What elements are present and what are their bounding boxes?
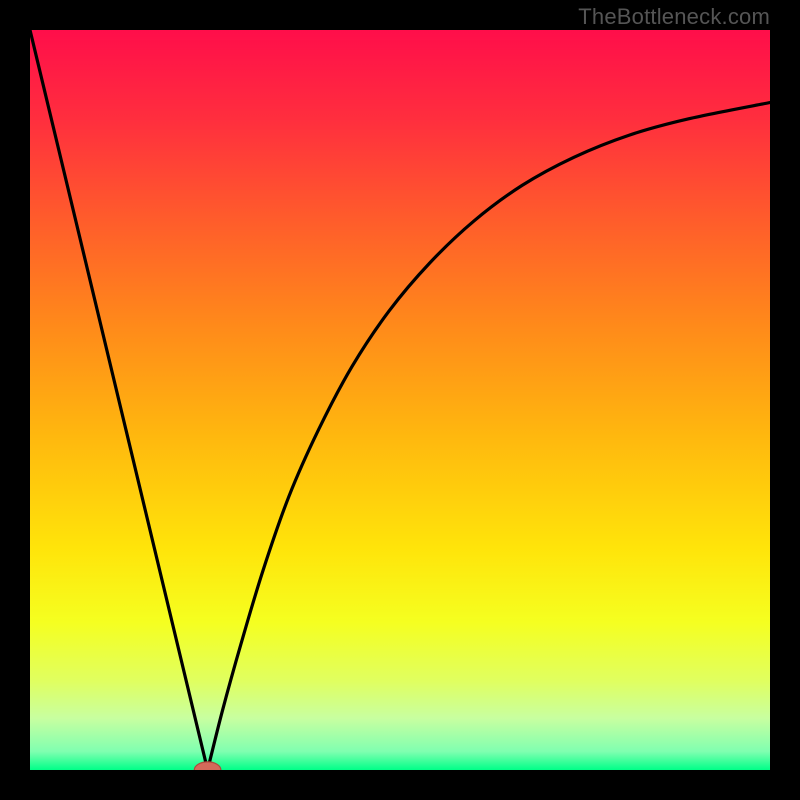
chart-container: TheBottleneck.com xyxy=(0,0,800,800)
chart-svg xyxy=(30,30,770,770)
watermark-text: TheBottleneck.com xyxy=(578,4,770,30)
plot-area xyxy=(30,30,770,770)
chart-background xyxy=(30,30,770,770)
